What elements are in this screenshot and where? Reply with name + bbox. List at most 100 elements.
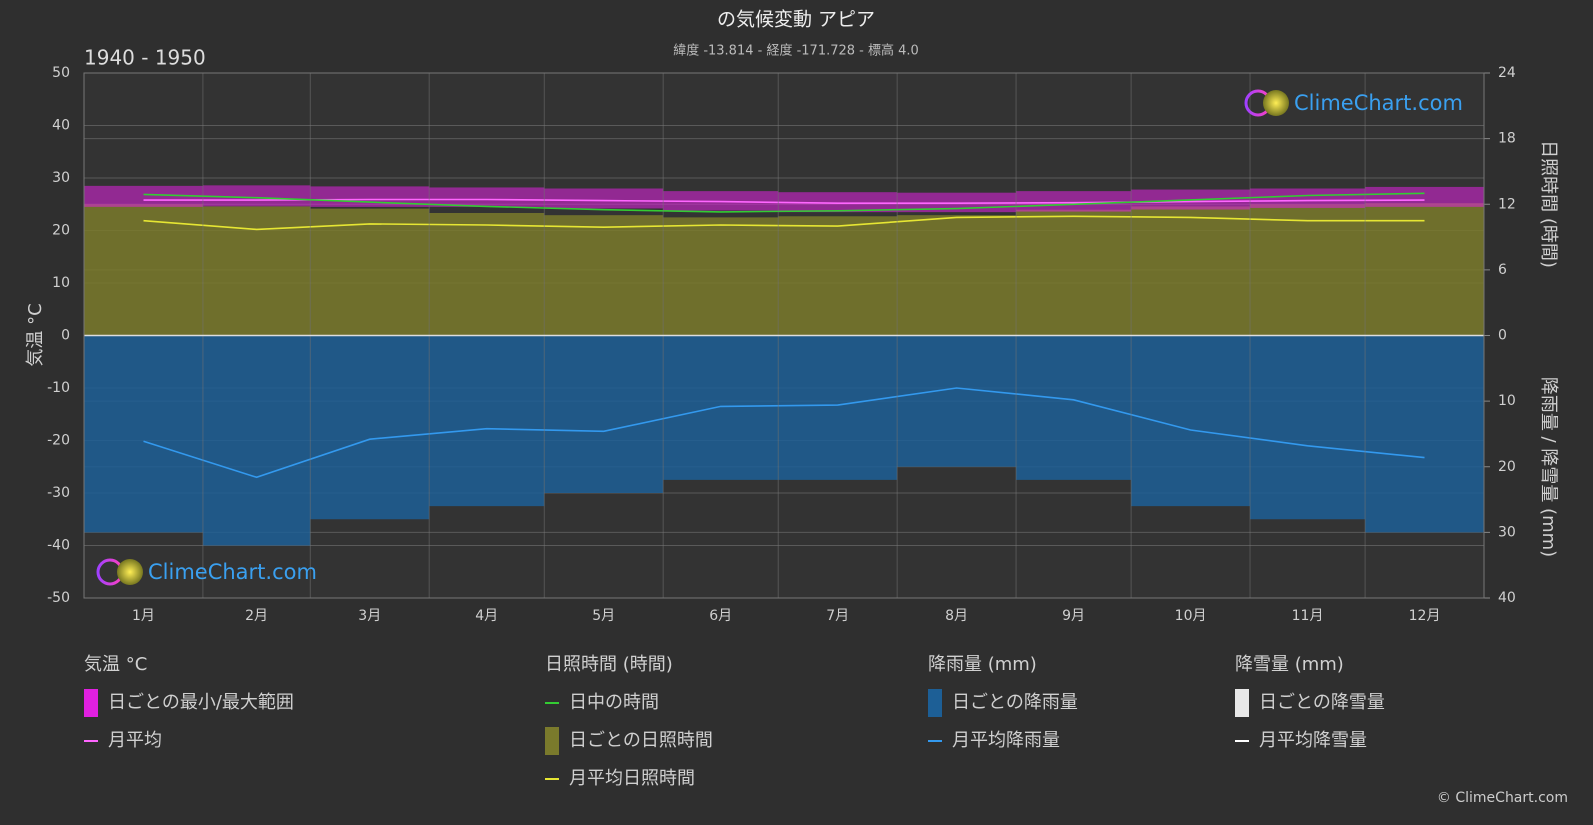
legend-label: 日ごとの日照時間 [569,730,713,751]
legend-label: 月平均日照時間 [569,768,695,789]
legend-title: 気温 °C [84,654,147,675]
y-tick-label: 50 [52,65,70,81]
daily-bar [544,335,664,493]
y-tick-label: -50 [47,590,70,606]
x-tick-label: 3月 [358,608,381,624]
logo-bottom: ClimeChart.com [96,558,317,586]
monthly-line [143,215,1425,231]
y-tick-label: 0 [61,328,70,344]
daily-bar [897,335,1017,467]
temp-range [84,185,203,207]
legend-label: 月平均 [108,730,162,751]
daily-bar [663,217,779,336]
y3-axis-label: 降雨量 / 降雪量 (mm) [1538,377,1559,557]
daily-bar [1250,335,1366,520]
y-tick-label: -20 [47,433,70,449]
y-tick-label: -30 [47,485,70,501]
chart-title: の気候変動 アピア [717,9,875,31]
legend-label: 日ごとの降雨量 [952,692,1078,713]
legend-swatch [1235,689,1249,717]
temp-range [1016,191,1132,212]
plot-area: -50 -40 -30 -20 -10 0 10 20 30 40 50 0 6 12 18 24 10 20 30… [47,65,1516,624]
y3-tick-label: 40 [1498,590,1516,606]
watermark: ClimeChart.com [1294,91,1463,115]
daily-bar [778,216,898,336]
y-tick-label: 10 [52,275,70,291]
legend-label: 月平均降雪量 [1259,730,1367,751]
x-tick-label: 8月 [945,608,968,624]
y-tick-label: 20 [52,223,70,239]
temp-range [1250,188,1366,208]
temp-range [202,185,311,207]
daily-bar [310,208,430,336]
daily-bar [1016,335,1132,480]
daily-bar [1250,204,1366,336]
daily-bar [84,204,203,336]
period: 1940 - 1950 [84,46,206,70]
y-tick-label: -10 [47,380,70,396]
legend-title: 降雨量 (mm) [928,654,1037,675]
daily-bar [1131,206,1251,336]
x-tick-label: 5月 [592,608,615,624]
legend-swatch [928,689,942,717]
temp-range [1365,186,1484,207]
y-axis-label: 気温 °C [25,303,46,366]
legend-swatch [545,727,559,755]
logo-top: ClimeChart.com [1244,89,1463,117]
y2-tick-label: 12 [1498,196,1516,212]
daily-bar [84,335,203,533]
x-tick-label: 9月 [1062,608,1085,624]
plot-frame [83,72,1485,599]
logo-icon [1263,90,1289,116]
daily-bar [429,213,545,336]
x-tick-label: 7月 [826,608,849,624]
daily-bar [1365,335,1484,533]
y2-tick-label: 24 [1498,65,1516,81]
x-tick-label: 6月 [709,608,732,624]
monthly-line [143,198,1425,204]
daily-bar [1365,203,1484,336]
legend-swatch [84,689,98,717]
logo-icon [117,559,143,585]
temp-range [310,186,430,207]
y2-tick-label: 0 [1498,328,1507,344]
legend-title: 降雪量 (mm) [1235,654,1344,675]
monthly-line [143,192,1425,213]
y2-axis-label: 日照時間 (時間) [1538,140,1559,268]
y2-tick-label: 18 [1498,131,1516,147]
monthly-line [143,387,1425,479]
chart-subtitle: 緯度 -13.814 - 経度 -171.728 - 標高 4.0 [673,43,919,59]
daily-bar [778,335,898,480]
daily-bar [310,335,430,520]
daily-bar [1016,209,1132,336]
x-tick-label: 12月 [1409,608,1441,624]
daily-bar [897,215,1017,336]
y-tick-label: -40 [47,538,70,554]
legend-label: 日ごとの最小/最大範囲 [108,692,294,713]
x-tick-label: 1月 [132,608,155,624]
x-tick-label: 4月 [475,608,498,624]
temp-range [429,187,545,207]
daily-bar [544,215,664,336]
temp-range [778,192,898,213]
legend-label: 月平均降雨量 [952,730,1060,751]
daily-bar [663,335,779,480]
y3-tick-label: 10 [1498,393,1516,409]
y-tick-label: 40 [52,118,70,134]
x-tick-label: 11月 [1292,608,1324,624]
y3-tick-label: 20 [1498,459,1516,475]
y2-tick-label: 6 [1498,262,1507,278]
daily-bar [202,335,311,546]
temp-range [544,188,664,209]
copyright: © ClimeChart.com [1437,790,1568,806]
x-tick-label: 10月 [1175,608,1207,624]
legend-title: 日照時間 (時間) [545,654,673,675]
legend-label: 日ごとの降雪量 [1259,692,1385,713]
legend-label: 日中の時間 [569,692,659,713]
watermark: ClimeChart.com [148,560,317,584]
daily-bar [1131,335,1251,507]
daily-bar [429,335,545,507]
x-tick-label: 2月 [245,608,268,624]
